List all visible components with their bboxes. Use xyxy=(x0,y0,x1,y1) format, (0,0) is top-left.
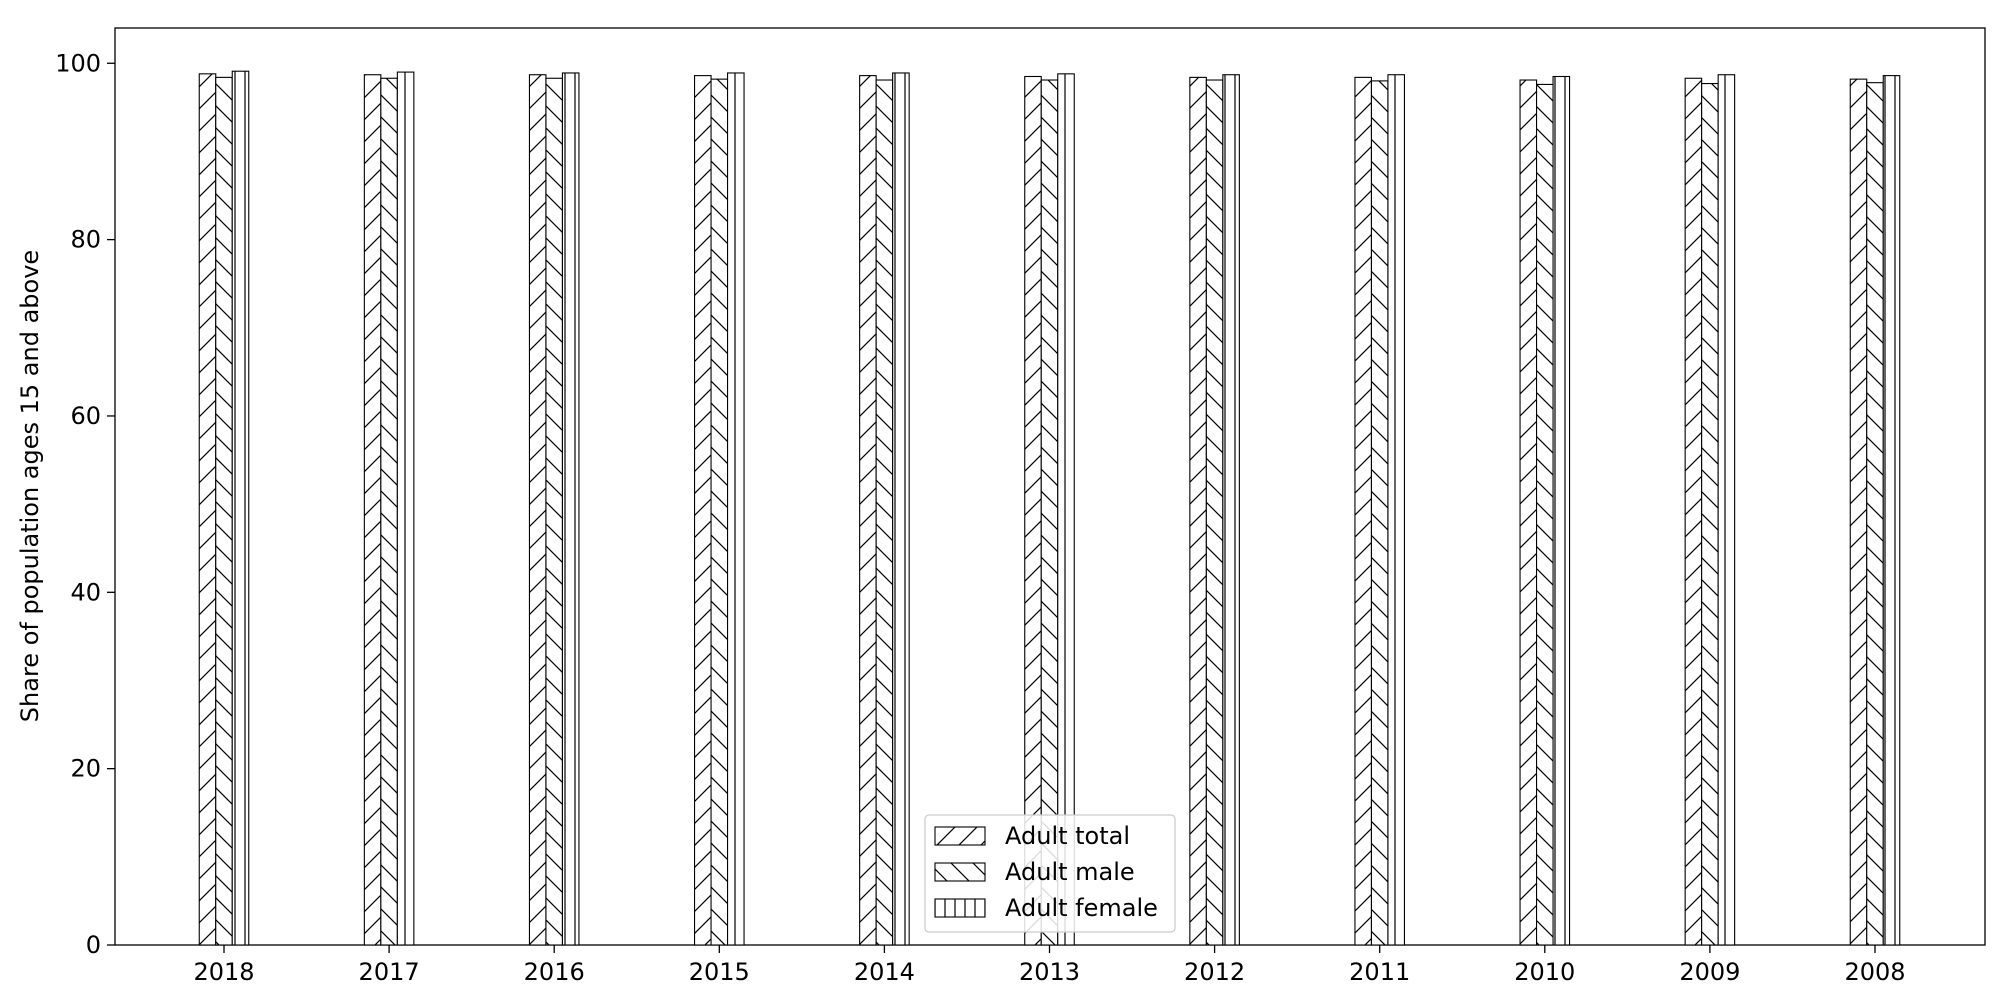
legend-label: Adult female xyxy=(1005,894,1158,922)
x-tick-label: 2018 xyxy=(193,958,254,986)
x-tick-label: 2011 xyxy=(1349,958,1410,986)
y-tick-label: 20 xyxy=(70,755,101,783)
x-tick-label: 2015 xyxy=(689,958,750,986)
legend-box xyxy=(924,814,1176,933)
bar-adult-female-2014 xyxy=(892,72,910,946)
bar-adult-female-2013 xyxy=(1057,73,1075,946)
bar-adult-male-2009 xyxy=(1701,82,1719,946)
bar-adult-total-2012 xyxy=(1189,76,1207,946)
bars xyxy=(198,70,1901,946)
bar-adult-total-2018 xyxy=(198,73,217,946)
bar-adult-total-2011 xyxy=(1354,76,1372,946)
bar-adult-female-2011 xyxy=(1387,74,1405,946)
bar-adult-male-2011 xyxy=(1370,80,1389,946)
x-tick-label: 2008 xyxy=(1844,958,1905,986)
y-tick-label: 40 xyxy=(70,578,101,606)
x-tick-label: 2012 xyxy=(1184,958,1245,986)
legend: Adult total Adult male Adult female xyxy=(924,814,1176,933)
bar-adult-female-2017 xyxy=(396,71,415,946)
x-tick-label: 2010 xyxy=(1514,958,1575,986)
x-tick-label: 2013 xyxy=(1019,958,1080,986)
bar-adult-male-2018 xyxy=(215,76,233,946)
y-tick-label: 0 xyxy=(86,931,101,959)
bar-adult-male-2016 xyxy=(545,77,564,946)
legend-swatch xyxy=(934,898,986,918)
bar-adult-total-2015 xyxy=(693,75,712,946)
x-tick-label: 2016 xyxy=(524,958,585,986)
bar-adult-male-2015 xyxy=(710,78,729,946)
bar-adult-male-2014 xyxy=(875,79,894,946)
bar-adult-female-2015 xyxy=(726,72,745,946)
bar-adult-total-2010 xyxy=(1519,79,1538,946)
bar-adult-female-2018 xyxy=(231,70,250,946)
legend-label: Adult male xyxy=(1005,858,1135,886)
y-tick-label: 100 xyxy=(55,49,101,77)
bar-adult-female-2010 xyxy=(1552,75,1571,946)
y-axis-label: Share of population ages 15 and above xyxy=(16,250,44,722)
bar-adult-total-2016 xyxy=(528,74,547,946)
legend-swatch xyxy=(934,826,986,846)
bar-adult-male-2017 xyxy=(380,77,398,946)
legend-swatch xyxy=(934,862,986,882)
bar-adult-male-2008 xyxy=(1866,82,1884,946)
bar-adult-female-2008 xyxy=(1882,75,1901,946)
x-axis: 2018 2017 2016 2015 2014 2013 2012 2011 2010 2009… xyxy=(193,945,1906,986)
y-axis: 0 20 40 60 80 100 xyxy=(55,49,115,959)
y-tick-label: 60 xyxy=(70,402,101,430)
bar-adult-female-2016 xyxy=(561,72,580,946)
bar-adult-female-2009 xyxy=(1717,74,1736,946)
bar-adult-total-2017 xyxy=(363,74,382,946)
bar-adult-total-2008 xyxy=(1849,78,1868,946)
bar-adult-male-2012 xyxy=(1205,79,1224,946)
y-tick-label: 80 xyxy=(70,226,101,254)
legend-label: Adult total xyxy=(1005,822,1130,850)
x-tick-label: 2014 xyxy=(854,958,915,986)
bar-adult-total-2009 xyxy=(1684,77,1703,946)
bar-adult-male-2010 xyxy=(1536,83,1554,946)
x-tick-label: 2009 xyxy=(1679,958,1740,986)
bar-adult-total-2014 xyxy=(859,75,877,946)
bar-adult-female-2012 xyxy=(1222,74,1240,946)
x-tick-label: 2017 xyxy=(359,958,420,986)
